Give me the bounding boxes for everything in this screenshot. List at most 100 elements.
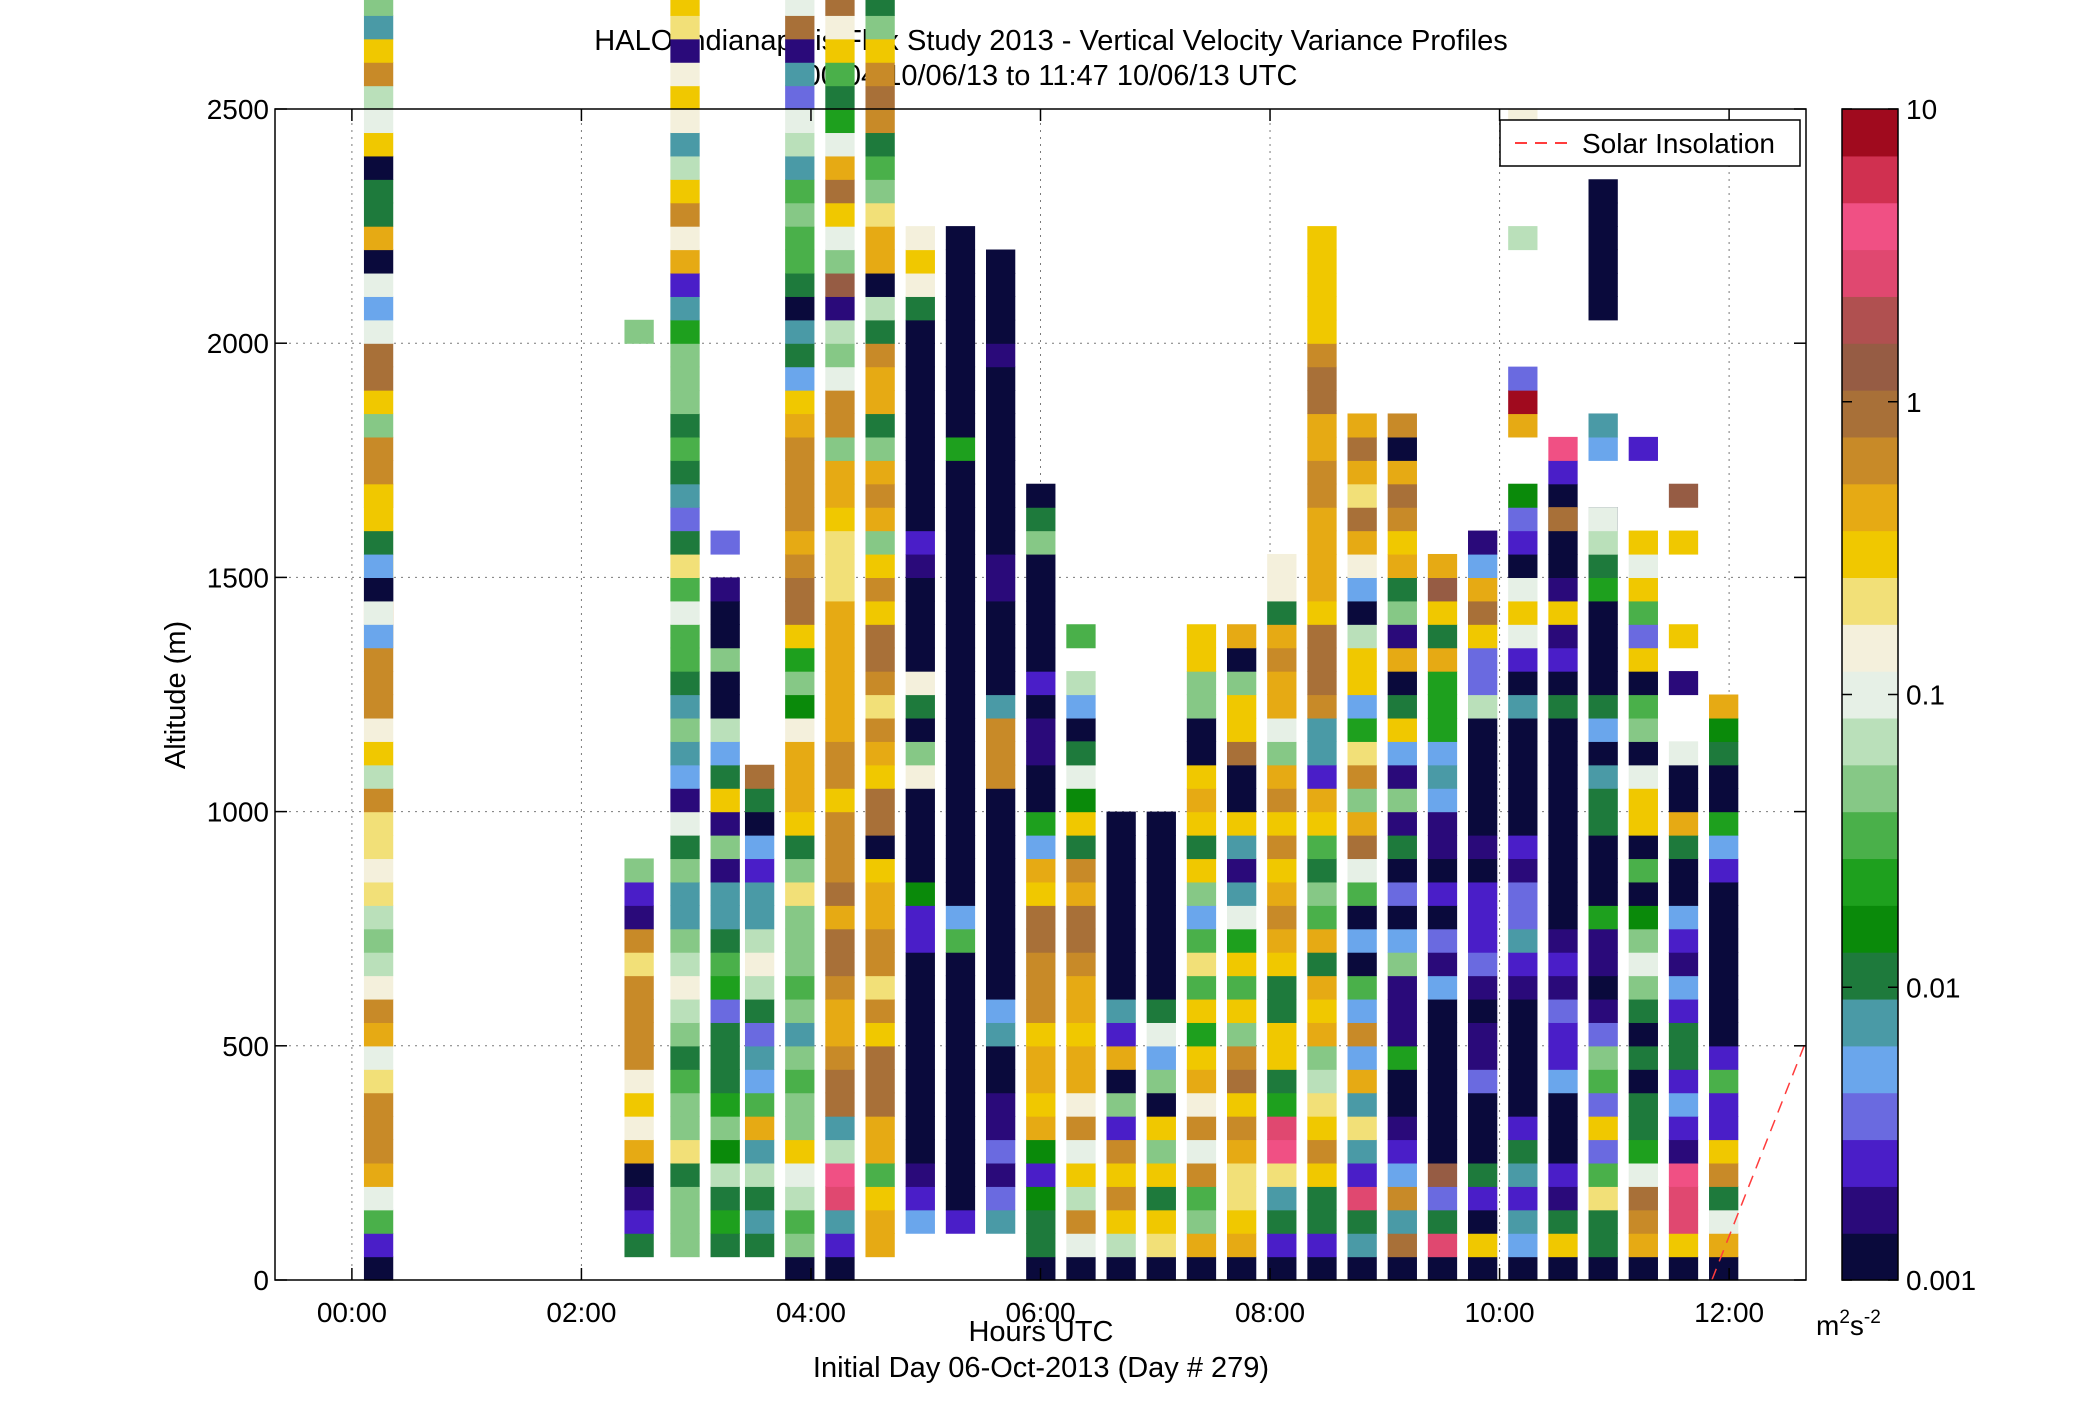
y-tick-label: 2500 xyxy=(207,94,269,125)
variance-cell xyxy=(1668,741,1699,766)
variance-cell xyxy=(1387,460,1417,485)
variance-cell xyxy=(670,671,700,696)
variance-cell xyxy=(670,600,700,625)
variance-cell xyxy=(945,647,976,672)
variance-cell xyxy=(945,366,976,391)
variance-cell xyxy=(1508,1045,1538,1070)
variance-cell xyxy=(1226,1209,1257,1234)
variance-cell xyxy=(785,788,815,813)
variance-cell xyxy=(1066,1069,1096,1094)
variance-cell xyxy=(363,319,394,344)
variance-cell xyxy=(1588,881,1618,906)
variance-cell xyxy=(985,296,1016,321)
x-tick-label: 00:00 xyxy=(317,1297,387,1328)
variance-cell xyxy=(1628,1069,1658,1094)
variance-cell xyxy=(1668,764,1699,789)
variance-cell xyxy=(1146,835,1176,860)
variance-cell xyxy=(1709,1069,1739,1094)
variance-cell xyxy=(785,975,815,1000)
variance-cell xyxy=(624,928,654,953)
variance-cell xyxy=(905,905,935,930)
variance-cell xyxy=(1307,741,1337,766)
variance-cell xyxy=(744,998,775,1023)
variance-cell xyxy=(1387,1162,1417,1187)
variance-cell xyxy=(905,741,935,766)
variance-cell xyxy=(1026,1209,1056,1234)
variance-cell xyxy=(710,671,740,696)
variance-cell xyxy=(624,319,654,344)
variance-cell xyxy=(985,905,1016,930)
variance-cell xyxy=(710,647,740,672)
variance-cell xyxy=(1709,788,1739,813)
variance-cell xyxy=(1468,811,1498,836)
variance-cell xyxy=(1307,1139,1337,1164)
variance-cell xyxy=(710,624,740,649)
variance-cell xyxy=(670,1186,700,1211)
y-tick-label: 2000 xyxy=(207,328,269,359)
variance-cell xyxy=(1267,1256,1297,1281)
variance-cell xyxy=(744,835,775,860)
variance-cell xyxy=(865,436,895,461)
variance-cell xyxy=(865,881,895,906)
variance-cell xyxy=(1548,811,1578,836)
variance-cell xyxy=(710,1209,740,1234)
variance-cell xyxy=(905,600,935,625)
variance-cell xyxy=(1347,577,1377,602)
variance-cell xyxy=(363,507,394,532)
variance-cell xyxy=(710,741,740,766)
variance-cell xyxy=(1548,647,1578,672)
variance-cell xyxy=(785,319,815,344)
variance-cell xyxy=(785,390,815,415)
variance-cell xyxy=(1307,858,1337,883)
variance-cell xyxy=(670,38,700,63)
variance-cell xyxy=(1347,1022,1377,1047)
variance-cell xyxy=(1146,905,1176,930)
variance-cell xyxy=(670,155,700,180)
variance-cell xyxy=(1387,1069,1417,1094)
variance-cell xyxy=(865,1022,895,1047)
variance-cell xyxy=(1548,881,1578,906)
variance-cell xyxy=(1106,835,1136,860)
variance-cell xyxy=(865,647,895,672)
variance-cell xyxy=(985,272,1016,297)
variance-cell xyxy=(985,952,1016,977)
variance-cell xyxy=(785,577,815,602)
variance-cell xyxy=(785,905,815,930)
variance-cell xyxy=(363,975,394,1000)
variance-cell xyxy=(1226,788,1257,813)
variance-cell xyxy=(785,460,815,485)
variance-cell xyxy=(1387,436,1417,461)
variance-cell xyxy=(905,671,935,696)
variance-cell xyxy=(1628,952,1658,977)
colorbar-segment xyxy=(1842,1092,1898,1141)
variance-cell xyxy=(785,671,815,696)
variance-cell xyxy=(905,1186,935,1211)
variance-cell xyxy=(1508,483,1538,508)
variance-cell xyxy=(1709,1139,1739,1164)
variance-cell xyxy=(1226,1139,1257,1164)
variance-cell xyxy=(1106,928,1136,953)
variance-cell xyxy=(1668,1092,1699,1117)
variance-cell xyxy=(670,577,700,602)
variance-cell xyxy=(1468,1022,1498,1047)
variance-cell xyxy=(945,1186,976,1211)
variance-cell xyxy=(1307,249,1337,274)
variance-cell xyxy=(865,1092,895,1117)
variance-cell xyxy=(1146,1116,1176,1141)
variance-cell xyxy=(1347,600,1377,625)
variance-cell xyxy=(1508,1092,1538,1117)
variance-cell xyxy=(905,272,935,297)
plot-area: 00:00 02:00 04:00 06:00 08:00 10:00 12:00 0 500 1… xyxy=(207,0,1807,1328)
variance-cell xyxy=(1106,998,1136,1023)
variance-cell xyxy=(865,272,895,297)
variance-cell xyxy=(785,226,815,251)
variance-cell xyxy=(1146,998,1176,1023)
variance-cell xyxy=(363,858,394,883)
variance-cell xyxy=(1307,530,1337,555)
variance-cell xyxy=(1347,764,1377,789)
variance-cells xyxy=(363,0,1739,1281)
variance-cell xyxy=(1548,1092,1578,1117)
variance-cell xyxy=(1588,1092,1618,1117)
variance-cell xyxy=(1146,952,1176,977)
variance-cell xyxy=(1628,436,1658,461)
